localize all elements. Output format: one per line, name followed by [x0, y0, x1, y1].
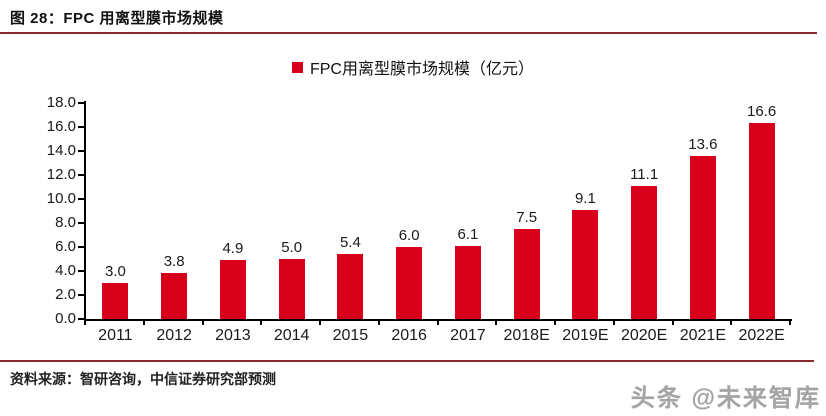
bar-slot: 5.0: [262, 103, 321, 319]
y-axis-line: [84, 101, 86, 321]
x-axis-label: 2016: [391, 327, 427, 344]
y-axis-tick: [78, 294, 84, 296]
bar: [513, 229, 540, 319]
page-title: 图 28：FPC 用离型膜市场规模: [10, 10, 224, 27]
x-axis-tick: [495, 321, 498, 325]
footer-rule: [0, 360, 814, 362]
y-axis-label: 8.0: [55, 214, 76, 231]
bar-slot: 3.0: [86, 103, 145, 319]
bar-value-label: 5.4: [339, 234, 361, 252]
bars: 3.0 3.8 4.9 5.0 5.4 6.0 6.1 7.5 9.1 11.1 13.6 16.6: [86, 103, 791, 319]
bar: [278, 259, 305, 319]
bar-slot: 4.9: [204, 103, 263, 319]
x-axis-tick: [554, 321, 556, 325]
watermark: 头条 @未来智库: [630, 385, 821, 412]
y-axis-label: 2.0: [55, 286, 76, 303]
y-axis-label: 12.0: [46, 166, 76, 183]
bar-slot: 6.1: [439, 103, 498, 319]
bar-value-label: 16.6: [747, 103, 777, 120]
x-axis-tick: [142, 321, 145, 325]
y-axis-tick: [78, 198, 84, 200]
bar-slot: 9.1: [556, 103, 615, 319]
x-axis-tick: [612, 321, 615, 325]
bar: [631, 185, 658, 319]
bar-slot: 16.6: [732, 103, 791, 319]
bar-value-label: 3.0: [104, 263, 126, 280]
title-rule: [0, 32, 817, 34]
y-axis-label: 0.0: [55, 310, 76, 327]
bar-value-label: 9.1: [574, 189, 596, 207]
x-axis-line: [84, 319, 792, 321]
bar: [689, 155, 716, 319]
bar-slot: 11.1: [615, 103, 674, 319]
x-axis-label: 2019E: [562, 327, 609, 344]
x-axis-label: 2022E: [738, 327, 785, 344]
x-axis-tick: [260, 321, 263, 325]
bar: [454, 245, 481, 319]
x-axis-tick: [730, 321, 733, 325]
x-axis-tick: [84, 321, 86, 325]
x-axis-tick: [319, 321, 321, 325]
bar: [337, 254, 364, 319]
y-axis-label: 18.0: [46, 94, 76, 111]
y-axis-tick: [78, 150, 84, 152]
y-axis-tick: [78, 222, 84, 224]
x-axis-tick: [377, 321, 380, 325]
bar-value-label: 4.9: [222, 240, 244, 258]
x-axis-tick: [436, 321, 439, 325]
x-axis-tick: [201, 321, 204, 325]
y-axis-tick: [78, 270, 84, 272]
x-axis-label: 2015: [332, 327, 369, 344]
bar-slot: 5.4: [321, 103, 380, 319]
bar-slot: 7.5: [497, 103, 556, 319]
bar-value-label: 7.5: [516, 209, 538, 226]
bar-value-label: 6.0: [398, 227, 420, 244]
y-axis-tick: [78, 246, 84, 248]
x-axis-label: 2018E: [503, 327, 550, 344]
bar: [219, 260, 246, 319]
y-axis-tick: [78, 126, 84, 128]
x-axis-tick: [671, 321, 674, 325]
x-axis-labels: 2011 2012 2013 2014 2015 2016 2017 2018E 2019E 20…: [86, 327, 791, 345]
x-axis-label: 2020E: [620, 327, 668, 344]
y-axis-label: 4.0: [55, 262, 76, 279]
x-axis-label: 2011: [98, 327, 133, 344]
bar-value-label: 11.1: [630, 165, 659, 183]
y-axis-tick: [78, 174, 84, 176]
y-axis-label: 14.0: [46, 142, 76, 159]
x-axis-tick: [789, 321, 791, 325]
bar-value-label: 6.1: [457, 225, 479, 243]
legend: FPC用离型膜市场规模（亿元）: [0, 55, 826, 79]
bar-value-label: 5.0: [281, 239, 303, 256]
bar-slot: 6.0: [380, 103, 439, 319]
x-axis-label: 2021E: [679, 327, 726, 344]
bar: [102, 283, 129, 319]
x-axis-label: 2012: [156, 327, 192, 344]
bar: [748, 123, 775, 319]
y-axis-label: 10.0: [46, 190, 76, 207]
bar-value-label: 3.8: [163, 253, 185, 271]
bar-value-label: 13.6: [688, 135, 718, 153]
legend-label: FPC用离型膜市场规模（亿元）: [309, 61, 534, 78]
bar: [396, 247, 423, 319]
y-axis-tick: [78, 318, 84, 320]
bar-slot: 3.8: [145, 103, 204, 319]
y-axis-label: 16.0: [46, 118, 76, 135]
x-axis-label: 2013: [215, 327, 251, 344]
y-axis-tick: [78, 102, 84, 104]
source-note: 资料来源：智研咨询，中信证券研究部预测: [10, 371, 276, 387]
y-axis-label: 6.0: [55, 238, 76, 255]
bar: [161, 273, 188, 319]
x-axis-label: 2017: [450, 327, 486, 344]
bar: [572, 209, 599, 319]
x-axis-label: 2014: [273, 327, 310, 344]
bar-slot: 13.6: [674, 103, 733, 319]
legend-swatch-icon: [291, 61, 303, 73]
